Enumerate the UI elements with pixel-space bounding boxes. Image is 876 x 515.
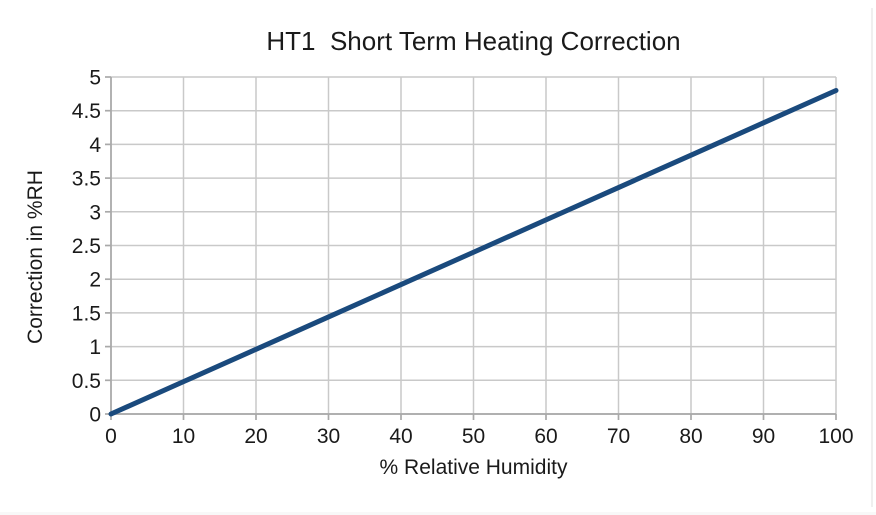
x-tick-label: 80: [679, 425, 702, 448]
y-tick-label: 0: [89, 404, 101, 427]
x-tick-label: 10: [172, 425, 195, 448]
x-tick-label: 70: [607, 425, 630, 448]
y-tick-label: 1: [89, 336, 101, 359]
y-tick-label: 2.5: [72, 235, 101, 258]
y-tick-label: 4.5: [72, 100, 101, 123]
screenshot-bottom-edge: [0, 512, 876, 515]
y-tick-label: 0.5: [72, 370, 101, 393]
chart-title: HT1 Short Term Heating Correction: [266, 26, 681, 56]
y-tick-label: 4: [89, 134, 101, 157]
x-tick-label: 0: [105, 425, 117, 448]
x-tick-label: 30: [317, 425, 340, 448]
x-tick-label: 40: [389, 425, 412, 448]
y-tick-label: 2: [89, 269, 101, 292]
x-tick-label: 90: [752, 425, 775, 448]
x-tick-label: 60: [534, 425, 557, 448]
x-tick-label: 50: [462, 425, 485, 448]
y-tick-label: 5: [89, 67, 101, 90]
x-tick-label: 20: [244, 425, 267, 448]
y-axis-title: Correction in %RH: [24, 170, 47, 344]
y-tick-label: 3.5: [72, 168, 101, 191]
y-tick-label: 3: [89, 201, 101, 224]
screenshot-right-edge: [871, 8, 873, 507]
y-tick-label: 1.5: [72, 302, 101, 325]
series-line: [108, 87, 839, 417]
x-tick-label: 100: [818, 425, 853, 448]
x-axis-title: % Relative Humidity: [379, 456, 568, 479]
